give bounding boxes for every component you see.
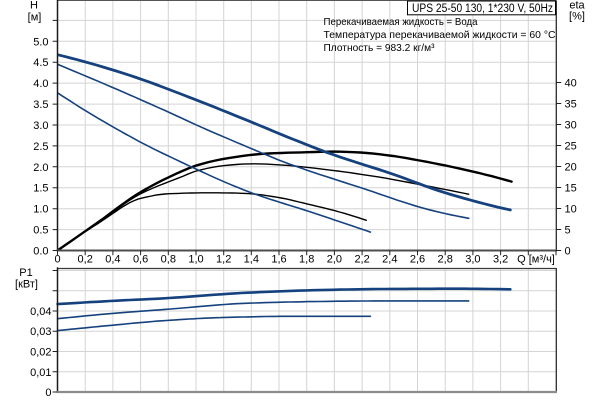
svg-text:4.5: 4.5 (33, 57, 48, 69)
svg-text:30: 30 (565, 120, 577, 132)
svg-text:Q [м³/ч]: Q [м³/ч] (517, 254, 555, 266)
svg-text:0: 0 (45, 387, 51, 399)
svg-text:0: 0 (54, 254, 60, 266)
svg-text:1,8: 1,8 (299, 254, 314, 266)
svg-text:2,6: 2,6 (410, 254, 425, 266)
svg-text:0,03: 0,03 (30, 326, 51, 338)
svg-text:1,4: 1,4 (244, 254, 259, 266)
svg-text:2,8: 2,8 (438, 254, 453, 266)
svg-text:20: 20 (565, 162, 577, 174)
svg-text:35: 35 (565, 99, 577, 111)
svg-text:Перекачиваемая жидкость = Вода: Перекачиваемая жидкость = Вода (324, 16, 478, 28)
svg-text:1,2: 1,2 (216, 254, 231, 266)
svg-text:eta: eta (569, 0, 585, 12)
svg-text:3,0: 3,0 (465, 254, 480, 266)
svg-text:0: 0 (565, 246, 571, 258)
svg-text:0,2: 0,2 (78, 254, 93, 266)
svg-text:3.5: 3.5 (33, 99, 48, 111)
svg-text:H: H (30, 0, 38, 12)
svg-text:1,6: 1,6 (271, 254, 286, 266)
svg-text:0.0: 0.0 (33, 246, 48, 258)
svg-text:40: 40 (565, 78, 577, 90)
svg-text:Плотность = 983.2 кг/м³: Плотность = 983.2 кг/м³ (324, 42, 435, 54)
svg-text:3.0: 3.0 (33, 120, 48, 132)
svg-text:10: 10 (565, 204, 577, 216)
svg-text:2,4: 2,4 (382, 254, 397, 266)
svg-text:Температура перекачиваемой жид: Температура перекачиваемой жидкости = 60… (324, 29, 556, 41)
svg-text:1.0: 1.0 (33, 204, 48, 216)
svg-text:[%]: [%] (569, 11, 585, 23)
svg-text:15: 15 (565, 183, 577, 195)
svg-text:0,02: 0,02 (30, 347, 51, 359)
svg-text:0,6: 0,6 (133, 254, 148, 266)
svg-text:5: 5 (565, 225, 571, 237)
svg-text:5.0: 5.0 (33, 36, 48, 48)
svg-text:2,2: 2,2 (354, 254, 369, 266)
svg-text:UPS 25-50 130, 1*230 V, 50Hz: UPS 25-50 130, 1*230 V, 50Hz (412, 3, 553, 15)
svg-text:P1: P1 (19, 267, 32, 279)
svg-text:2.5: 2.5 (33, 141, 48, 153)
svg-text:0,01: 0,01 (30, 367, 51, 379)
svg-text:0,4: 0,4 (105, 254, 120, 266)
svg-text:3,2: 3,2 (493, 254, 508, 266)
svg-text:4.0: 4.0 (33, 78, 48, 90)
svg-text:[м]: [м] (28, 12, 42, 24)
svg-text:2,0: 2,0 (327, 254, 342, 266)
svg-text:2.0: 2.0 (33, 162, 48, 174)
svg-text:25: 25 (565, 141, 577, 153)
svg-text:0.5: 0.5 (33, 225, 48, 237)
svg-text:1.5: 1.5 (33, 183, 48, 195)
svg-text:0,04: 0,04 (30, 306, 51, 318)
svg-text:1,0: 1,0 (188, 254, 203, 266)
svg-text:0,8: 0,8 (161, 254, 176, 266)
svg-text:[кВт]: [кВт] (15, 279, 38, 291)
